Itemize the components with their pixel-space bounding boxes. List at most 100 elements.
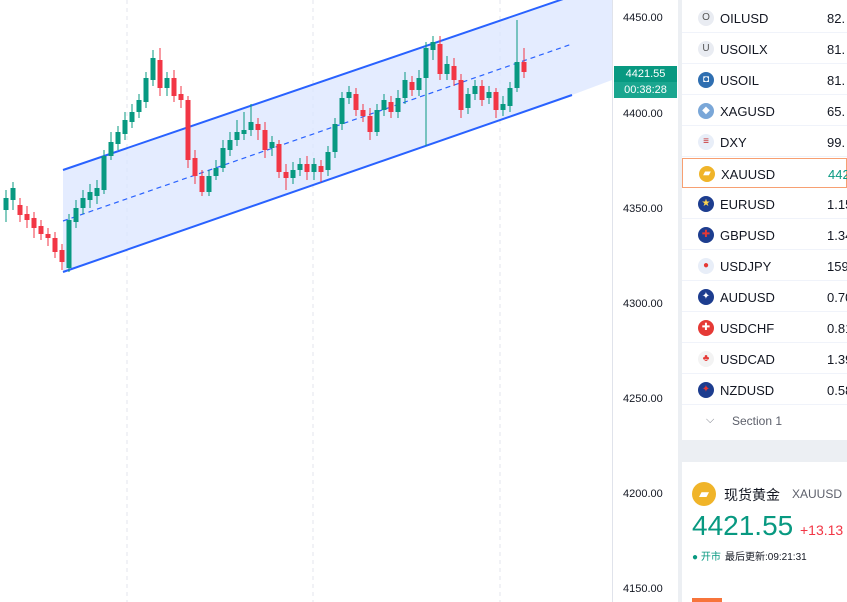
candle-body [423, 48, 429, 78]
candle-body [297, 164, 303, 170]
candle-body [339, 98, 345, 124]
candle-body [402, 80, 408, 98]
channel-lower-line [62, 94, 573, 273]
watchlist-symbol: USOILX [720, 42, 768, 57]
symbol-letter-icon: U [698, 41, 714, 57]
candle-body [150, 58, 156, 80]
watchlist-last-price: 1.34 [827, 228, 847, 243]
candle-body [206, 176, 212, 192]
watchlist-symbol: NZDUSD [720, 383, 775, 398]
chevron-down-icon[interactable]: ⌵ [706, 414, 715, 426]
price-tick: 4250.00 [623, 393, 663, 405]
last-update-time: 最后更新:09:21:31 [725, 552, 807, 563]
candle-body [108, 142, 114, 156]
candle-body [486, 92, 492, 98]
channel-upper-line [62, 0, 564, 171]
price-tick: 4450.00 [623, 12, 663, 24]
candle-body [465, 94, 471, 108]
watchlist-row-usdcad[interactable]: ♣ USDCAD 1.39 [682, 344, 847, 374]
watchlist-last-price: 0.70 [827, 290, 847, 305]
watchlist-row-gbpusd[interactable]: ✚ GBPUSD 1.34 [682, 220, 847, 250]
price-tick: 4150.00 [623, 583, 663, 595]
candle-body [283, 172, 289, 178]
candle-body [255, 124, 261, 130]
price-tick: 4400.00 [623, 108, 663, 120]
watchlist-row-usoilx[interactable]: U USOILX 81. [682, 34, 847, 64]
candle-body [185, 100, 191, 160]
eu-us-flag-icon: ★ [698, 196, 714, 212]
chart-area[interactable] [0, 0, 612, 602]
candle-body [353, 94, 359, 110]
watchlist-last-price: 4421 [828, 167, 847, 182]
watchlist-symbol: OILUSD [720, 11, 769, 26]
watchlist-last-price: 159. [827, 259, 847, 274]
nz-us-flag-icon: ✦ [698, 382, 714, 398]
candle-body [143, 78, 149, 102]
watchlist-row-eurusd[interactable]: ★ EURUSD 1.15 [682, 189, 847, 219]
watchlist-row-audusd[interactable]: ✦ AUDUSD 0.70 [682, 282, 847, 312]
current-price-label: 4421.55 [614, 66, 677, 82]
candle-body [213, 168, 219, 176]
watchlist-last-price: 81. [827, 42, 846, 57]
candle-body [157, 60, 163, 88]
watchlist-symbol: EURUSD [720, 197, 775, 212]
candle-body [437, 44, 443, 74]
symbol-letter-icon: O [698, 10, 714, 26]
section-label: Section 1 [732, 414, 783, 428]
candle-body [59, 250, 65, 262]
candle-body [311, 164, 317, 172]
candle-body [507, 88, 513, 106]
candle-body [199, 176, 205, 192]
watchlist-last-price: 81. [827, 73, 846, 88]
candle-body [472, 86, 478, 94]
candle-body [52, 238, 58, 252]
candle-body [220, 148, 226, 168]
watchlist-row-usdchf[interactable]: ✚ USDCHF 0.81 [682, 313, 847, 343]
candle-body [430, 42, 436, 50]
candle-body [248, 122, 254, 130]
watchlist-section-header[interactable]: ⌵ Section 1 [682, 406, 847, 436]
watchlist-last-price: 65. [827, 104, 846, 119]
last-price: 4421.55 [692, 510, 794, 541]
panel-divider [682, 440, 847, 462]
candle-body [115, 132, 121, 144]
us-jp-flag-icon: ● [698, 258, 714, 274]
candle-body [136, 100, 142, 112]
watchlist-row-xagusd[interactable]: ◆ XAGUSD 65. [682, 96, 847, 126]
candle-body [3, 198, 9, 210]
candle-body [367, 116, 373, 132]
candle-body [514, 62, 520, 88]
candle-body [31, 218, 37, 228]
candle-body [87, 192, 93, 200]
candle-body [17, 205, 23, 215]
candle-body [493, 92, 499, 110]
watchlist-row-dxy[interactable]: ≡ DXY 99. [682, 127, 847, 157]
detail-accent-bar [692, 598, 722, 602]
watchlist-symbol: DXY [720, 135, 747, 150]
price-axis[interactable]: 4450.00 4400.00 4350.00 4300.00 4250.00 … [612, 0, 679, 602]
candle-body [45, 234, 51, 238]
candle-body [101, 156, 107, 190]
watchlist-row-nzdusd[interactable]: ✦ NZDUSD 0.58 [682, 375, 847, 405]
candle-body [374, 110, 380, 132]
candle-body [332, 124, 338, 152]
candle-body [122, 120, 128, 134]
panel-divider[interactable] [678, 0, 682, 602]
symbol-code[interactable]: XAUUSD [792, 487, 843, 501]
us-flag-icon: ≡ [698, 134, 714, 150]
candle-body [262, 130, 268, 150]
watchlist[interactable]: O OILUSD 82. U USOILX 81. ◘ USOIL 81. ◆ XAGUSD 65. ≡… [682, 0, 847, 440]
candlestick-chart[interactable] [0, 0, 612, 602]
candle-body [178, 94, 184, 100]
candle-body [395, 98, 401, 112]
watchlist-last-price: 99. [827, 135, 846, 150]
watchlist-row-usoil[interactable]: ◘ USOIL 81. [682, 65, 847, 95]
watchlist-symbol: USDJPY [720, 259, 772, 274]
watchlist-row-usdjpy[interactable]: ● USDJPY 159. [682, 251, 847, 281]
candle-body [66, 220, 72, 268]
candle-body [80, 198, 86, 208]
silver-icon: ◆ [698, 103, 714, 119]
watchlist-row-xauusd[interactable]: ▰ XAUUSD 4421 [682, 158, 847, 188]
candle-body [24, 214, 30, 220]
watchlist-row-oilusd[interactable]: O OILUSD 82. [682, 3, 847, 33]
